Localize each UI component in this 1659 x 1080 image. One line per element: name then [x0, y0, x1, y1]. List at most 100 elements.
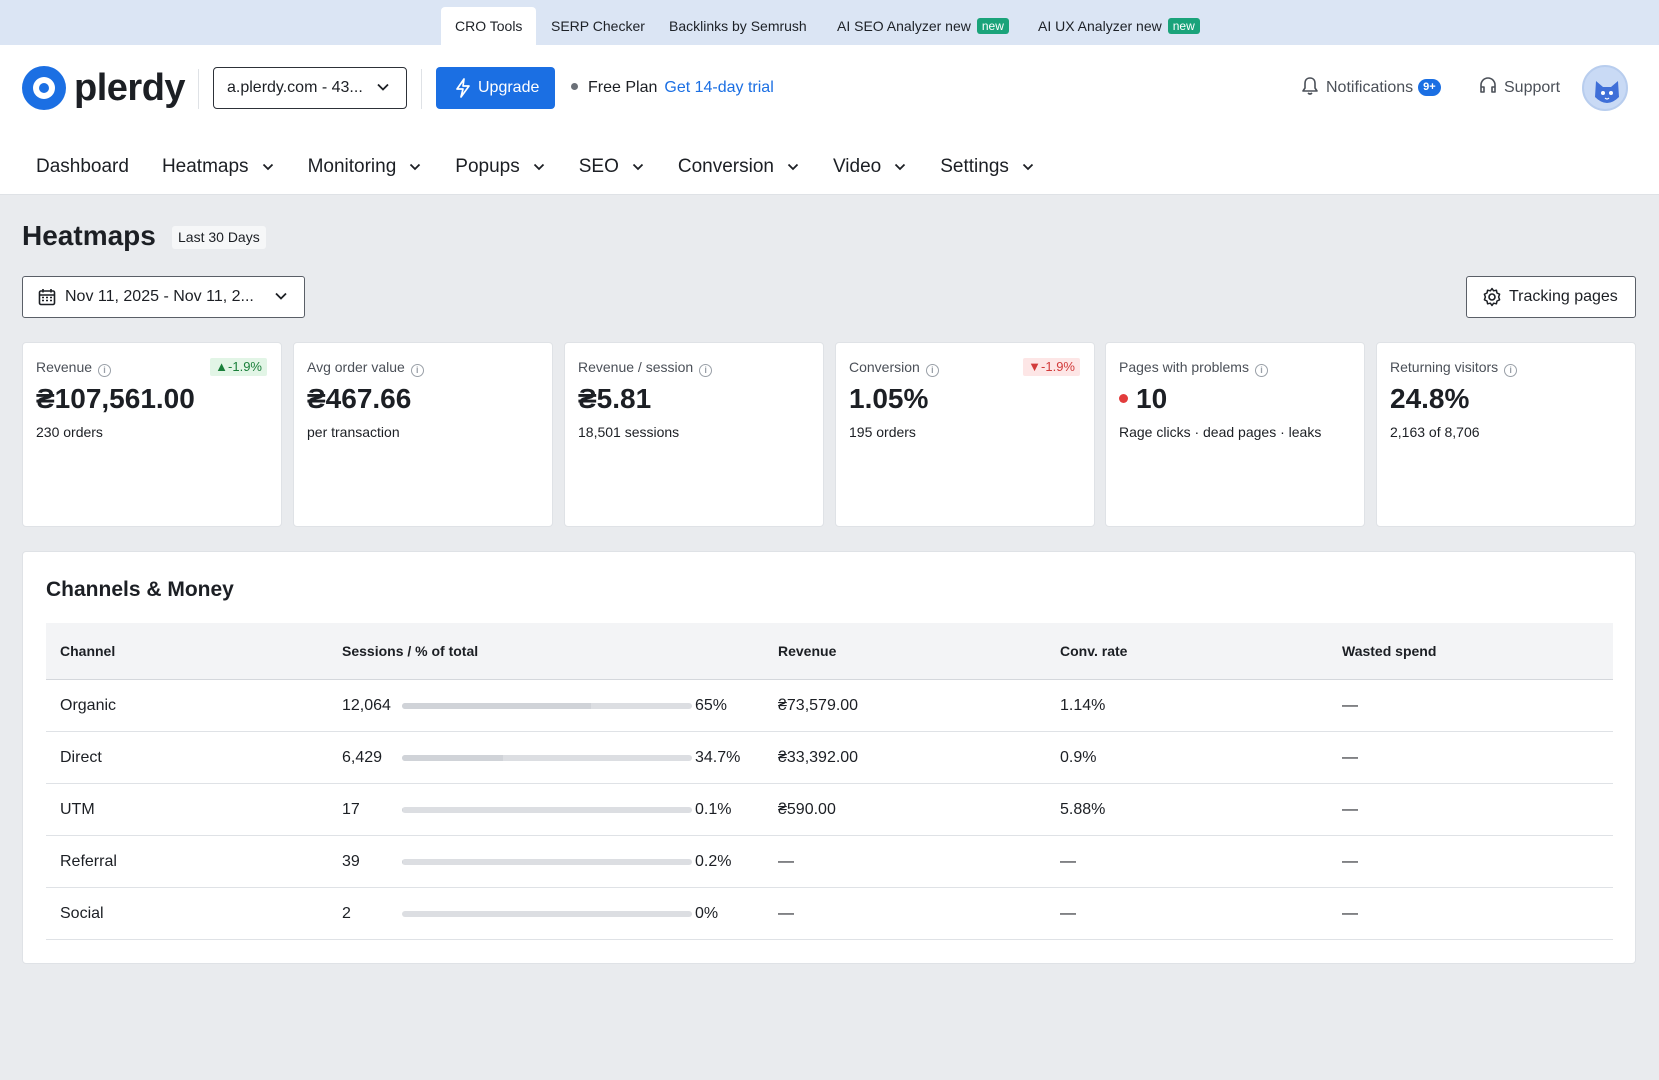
kpi-value: ₴467.66	[307, 383, 412, 414]
nav-heatmaps[interactable]: Heatmaps	[162, 156, 275, 178]
info-icon[interactable]: i	[925, 364, 939, 377]
kpi-card-revenue[interactable]: Revenue i ▲-1.9% ₴107,561.00 230 orders	[22, 342, 282, 527]
table-row[interactable]: Social 2 0% — — —	[46, 888, 1613, 940]
tab-label: SERP Checker	[551, 18, 645, 34]
chevron-down-icon	[632, 163, 643, 171]
tab-backlinks[interactable]: Backlinks by Semrush	[655, 7, 821, 45]
nav-monitoring[interactable]: Monitoring	[308, 156, 423, 178]
tab-cro-tools[interactable]: CRO Tools	[441, 7, 537, 45]
info-icon[interactable]: i	[98, 364, 112, 377]
revenue-cell: —	[778, 853, 794, 870]
chevron-down-icon	[376, 68, 390, 108]
table-row[interactable]: Referral 39 0.2% — — —	[46, 836, 1613, 888]
kpi-label: Revenue i	[36, 359, 112, 377]
column-header[interactable]: Channel	[60, 643, 116, 659]
kpi-label: Conversion i	[849, 359, 939, 377]
info-icon[interactable]: i	[1254, 364, 1268, 377]
channel-cell: Social	[60, 905, 104, 922]
tracking-pages-label: Tracking pages	[1509, 288, 1618, 305]
cat-avatar-icon	[1595, 81, 1619, 103]
column-header[interactable]: Conv. rate	[1060, 643, 1128, 659]
channel-cell: Direct	[60, 749, 102, 766]
kpi-sub: 230 orders	[36, 424, 103, 440]
tab-ai-ux-analyzer[interactable]: AI UX Analyzer new new	[1024, 7, 1214, 45]
kpi-card-conversion[interactable]: Conversion i ▼-1.9% 1.05% 195 orders	[835, 342, 1095, 527]
column-header[interactable]: Sessions / % of total	[342, 643, 479, 659]
share-progress-fill	[402, 703, 591, 709]
notifications-label: Notifications	[1326, 79, 1414, 96]
nav-label: Settings	[940, 156, 1009, 177]
share-progress-bar	[402, 755, 692, 761]
share-progress-bar	[402, 703, 692, 709]
trial-link[interactable]: Get 14-day trial	[664, 79, 774, 96]
page-title: Heatmaps	[22, 220, 156, 251]
kpi-value: 10	[1119, 383, 1167, 415]
share-cell: 0%	[695, 905, 719, 922]
nav-dashboard[interactable]: Dashboard	[36, 156, 129, 178]
notifications-count-badge: 9+	[1418, 79, 1441, 96]
kpi-label: Revenue / session i	[578, 359, 713, 377]
nav-label: Monitoring	[307, 156, 397, 177]
plan-label: Free Plan	[588, 79, 658, 96]
plerdy-logo[interactable]: plerdy	[22, 66, 186, 110]
kpi-label: Pages with problems i	[1119, 359, 1268, 377]
panel-title: Channels & Money	[46, 578, 234, 601]
site-select[interactable]: a.plerdy.com - 43...	[213, 67, 407, 109]
wasted-spend-cell: —	[1342, 749, 1358, 766]
tracking-pages-button[interactable]: Tracking pages	[1466, 276, 1636, 318]
wasted-spend-cell: —	[1342, 853, 1358, 870]
table-row[interactable]: Organic 12,064 65% ₴73,579.00 1.14% —	[46, 680, 1613, 732]
new-badge: new	[976, 18, 1009, 34]
chevron-down-icon	[410, 163, 421, 171]
column-header[interactable]: Wasted spend	[1342, 643, 1437, 659]
delta-badge: ▼-1.9%	[1023, 358, 1080, 376]
table-row[interactable]: Direct 6,429 34.7% ₴33,392.00 0.9% —	[46, 732, 1613, 784]
kpi-sub: Rage clicks · dead pages · leaks	[1119, 424, 1322, 440]
column-header[interactable]: Revenue	[778, 643, 837, 659]
conv-rate-cell: —	[1060, 905, 1076, 922]
kpi-card-avg-order-value[interactable]: Avg order value i ₴467.66 per transaction	[293, 342, 553, 527]
tab-serp-checker[interactable]: SERP Checker	[537, 7, 659, 45]
wasted-spend-cell: —	[1342, 905, 1358, 922]
chevron-down-icon	[1022, 163, 1034, 171]
sessions-cell: 39	[342, 853, 360, 870]
tab-ai-seo-analyzer[interactable]: AI SEO Analyzer new new	[823, 7, 1023, 45]
channels-panel: Channels & Money Channel Sessions / % of…	[22, 551, 1636, 964]
calendar-icon	[38, 289, 56, 306]
triangle-up-icon: ▲	[215, 359, 229, 374]
revenue-cell: ₴590.00	[778, 801, 836, 818]
table-row[interactable]: UTM 17 0.1% ₴590.00 5.88% —	[46, 784, 1613, 836]
kpi-value: 24.8%	[1390, 383, 1470, 414]
site-select-value: a.plerdy.com - 43...	[227, 79, 363, 96]
nav-video[interactable]: Video	[833, 156, 907, 178]
kpi-card-pages-with-problems[interactable]: Pages with problems i 10 Rage clicks · de…	[1105, 342, 1365, 527]
sessions-cell: 17	[342, 801, 360, 818]
info-icon[interactable]: i	[1504, 364, 1518, 377]
sessions-cell: 12,064	[342, 697, 391, 714]
conv-rate-cell: 0.9%	[1060, 749, 1097, 766]
app-header: plerdy a.plerdy.com - 43... Upgrade Free…	[0, 45, 1659, 195]
chevron-down-icon	[262, 163, 273, 171]
revenue-cell: ₴73,579.00	[778, 697, 859, 714]
kpi-card-returning-visitors[interactable]: Returning visitors i 24.8% 2,163 of 8,706	[1376, 342, 1636, 527]
channels-table: Channel Sessions / % of total Revenue Co…	[46, 623, 1613, 940]
kpi-label: Avg order value i	[307, 359, 424, 377]
wasted-spend-cell: —	[1342, 697, 1358, 714]
nav-seo[interactable]: SEO	[579, 156, 645, 178]
sessions-cell: 2	[342, 905, 351, 922]
info-icon[interactable]: i	[410, 364, 424, 377]
info-icon[interactable]: i	[699, 364, 713, 377]
date-range-picker[interactable]: Nov 11, 2025 - Nov 11, 2...	[22, 276, 305, 318]
kpi-card-revenue-per-session[interactable]: Revenue / session i ₴5.81 18,501 sessions	[564, 342, 824, 527]
nav-conversion[interactable]: Conversion	[678, 156, 800, 178]
chevron-down-icon	[274, 277, 288, 317]
share-cell: 0.1%	[695, 801, 732, 818]
avatar[interactable]	[1582, 65, 1628, 111]
support-button[interactable]: Support	[1478, 67, 1560, 109]
kpi-sub: 2,163 of 8,706	[1390, 424, 1480, 440]
nav-popups[interactable]: Popups	[455, 156, 545, 178]
notifications-button[interactable]: Notifications 9+	[1300, 67, 1441, 109]
triangle-down-icon: ▼	[1028, 359, 1042, 374]
upgrade-button[interactable]: Upgrade	[436, 67, 555, 109]
nav-settings[interactable]: Settings	[940, 156, 1035, 178]
